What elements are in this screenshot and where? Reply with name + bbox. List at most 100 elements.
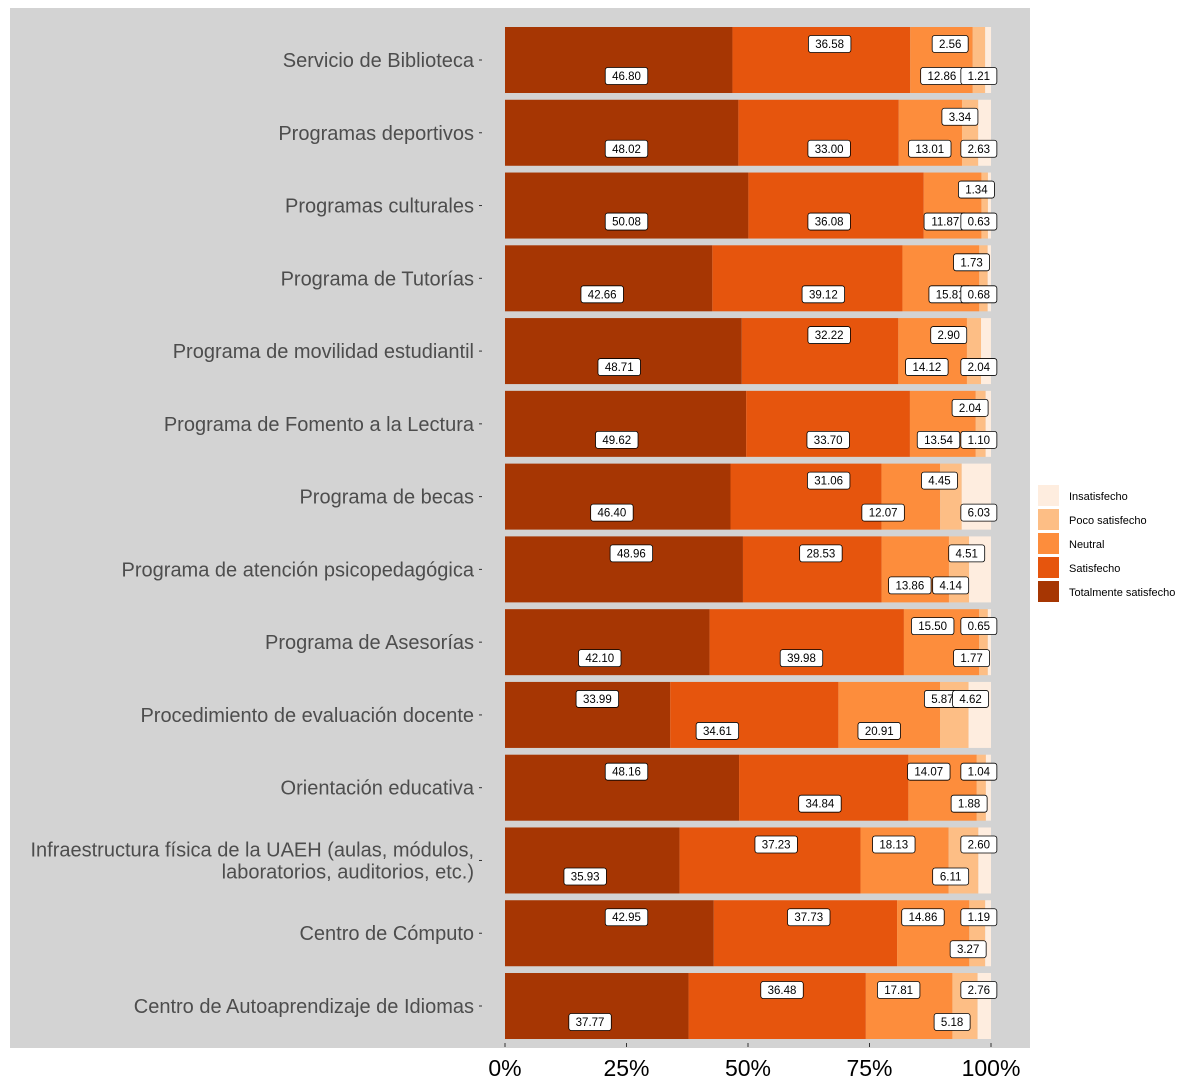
legend-key-poco-satisfecho [1038,509,1059,530]
svg-text:31.06: 31.06 [814,476,843,488]
svg-text:15.81: 15.81 [936,289,965,301]
svg-text:4.45: 4.45 [928,476,950,488]
svg-text:46.40: 46.40 [598,508,627,520]
data-label: 31.06 [807,471,851,490]
category-label: Programa de Asesorías [265,632,474,654]
x-axis: 0% 25% 50% 75% 100% [488,1043,1020,1078]
data-label: 37.73 [787,908,831,927]
data-label: 39.12 [801,285,845,304]
svg-text:50.08: 50.08 [612,217,641,229]
data-label: 2.90 [930,326,968,344]
data-label: 2.04 [960,358,998,376]
svg-text:34.84: 34.84 [806,799,835,811]
data-label: 2.60 [960,835,998,854]
svg-text:42.95: 42.95 [612,912,641,924]
svg-text:14.07: 14.07 [914,767,943,779]
data-label: 1.04 [960,762,998,781]
data-label: 18.13 [872,835,916,854]
bar-satisfecho [670,681,839,748]
svg-text:1.19: 1.19 [968,912,990,924]
svg-text:35.93: 35.93 [571,871,600,883]
data-label: 20.91 [857,722,901,740]
legend-key-satisfecho [1038,557,1059,578]
category-label: Programa de movilidad estudiantil [173,341,474,363]
svg-text:48.02: 48.02 [612,144,641,156]
data-label: 28.53 [799,544,843,563]
svg-text:48.71: 48.71 [605,362,634,374]
data-label: 2.04 [951,398,989,417]
data-label: 4.51 [948,544,986,563]
legend-key-neutral [1038,533,1059,554]
data-label: 50.08 [604,212,649,231]
category-axis: Servicio de Biblioteca Programas deportiv… [30,50,482,1018]
data-label: 1.73 [953,253,990,272]
data-label: 33.00 [807,139,851,158]
data-label: 48.16 [604,762,649,781]
svg-text:18.13: 18.13 [879,839,908,851]
svg-text:48.16: 48.16 [612,767,641,779]
data-label: 14.86 [901,908,945,927]
data-label: 2.63 [960,139,998,158]
svg-text:4.51: 4.51 [956,548,978,560]
data-label: 48.02 [604,139,649,158]
data-label: 1.77 [953,649,990,668]
category-label: Centro de Autoaprendizaje de Idiomas [134,996,474,1018]
svg-text:46.80: 46.80 [612,71,641,83]
svg-text:6.11: 6.11 [940,871,962,883]
bar-insatisfecho [985,27,992,93]
data-label-layer: 46.80 36.58 12.86 2.56 1.21 48.02 33.00 13.01 3.… [563,35,998,1031]
svg-text:1.21: 1.21 [968,71,990,83]
data-label: 0.68 [960,285,998,304]
data-label: 13.01 [908,139,952,158]
data-label: 12.07 [861,503,905,522]
data-label: 14.07 [907,762,951,781]
category-label: Infraestructura física de la UAEH (aulas… [30,839,474,883]
svg-text:2.04: 2.04 [959,403,982,415]
legend: Insatisfecho Poco satisfecho Neutral Satisf… [1030,477,1185,602]
category-label: Programa de Fomento a la Lectura [164,414,475,436]
legend-key-insatisfecho [1038,485,1059,506]
data-label: 37.77 [568,1013,612,1031]
svg-text:20.91: 20.91 [865,726,894,738]
data-label: 33.70 [806,430,850,449]
svg-text:42.10: 42.10 [585,653,614,665]
category-label: Centro de Cómputo [299,923,474,945]
bar-insatisfecho [987,609,991,676]
svg-text:13.54: 13.54 [924,435,953,447]
svg-text:4.62: 4.62 [959,694,981,706]
data-label: 34.84 [798,794,842,813]
svg-text:39.12: 39.12 [809,289,838,301]
svg-text:2.63: 2.63 [968,144,990,156]
bar-insatisfecho [985,390,991,457]
svg-text:36.58: 36.58 [815,39,844,51]
data-label: 36.48 [760,981,804,999]
svg-text:33.99: 33.99 [583,694,612,706]
data-label: 13.54 [916,430,961,449]
data-label: 13.86 [888,576,932,595]
data-label: 14.12 [905,358,949,376]
svg-text:28.53: 28.53 [807,548,836,560]
svg-text:36.48: 36.48 [768,985,797,997]
data-label: 1.21 [960,67,998,85]
x-tick-label: 100% [962,1055,1021,1078]
svg-text:49.62: 49.62 [602,435,631,447]
legend-label-insatisfecho: Insatisfecho [1069,491,1128,503]
bar-poco-satisfecho [979,245,988,312]
data-label: 3.27 [949,940,987,959]
svg-text:3.27: 3.27 [957,944,979,956]
data-label: 49.62 [595,430,639,449]
data-label: 11.87 [923,212,967,231]
legend-label-totalmente-satisfecho: Totalmente satisfecho [1069,587,1175,599]
bar-insatisfecho [985,754,991,821]
svg-text:11.87: 11.87 [931,217,959,229]
svg-text:2.56: 2.56 [939,39,961,51]
svg-text:5.18: 5.18 [941,1017,963,1029]
data-label: 42.66 [580,285,624,304]
data-label: 1.10 [960,430,998,449]
svg-text:0.68: 0.68 [968,289,990,301]
legend-label-satisfecho: Satisfecho [1069,563,1120,575]
x-tick-label: 50% [725,1055,771,1078]
data-label: 3.34 [941,107,979,126]
bar-poco-satisfecho [975,390,986,457]
svg-text:37.77: 37.77 [576,1017,605,1029]
